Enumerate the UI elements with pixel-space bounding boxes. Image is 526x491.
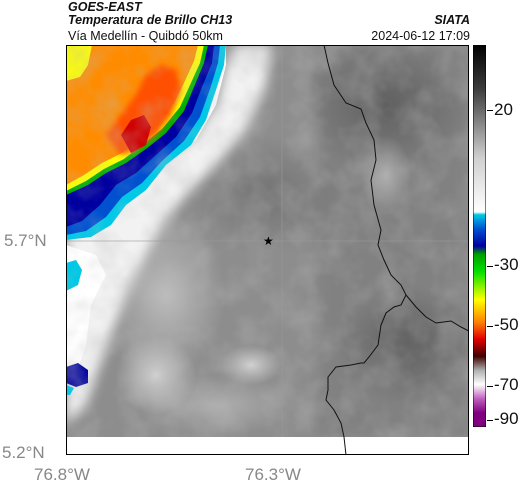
- colorbar-tick: [487, 326, 493, 327]
- department-border-east: [405, 294, 469, 332]
- satellite-map[interactable]: ★: [66, 45, 469, 455]
- lon-label-76-3: 76.3°W: [245, 465, 301, 484]
- region-subtitle: Vía Medellín - Quibdó 50km: [68, 29, 223, 43]
- lat-label-5-2: 5.2°N: [2, 443, 45, 462]
- department-border: [323, 45, 407, 455]
- map-border: [66, 45, 469, 455]
- colorbar-tick: [487, 386, 493, 387]
- satellite-title: GOES-EAST: [68, 0, 142, 14]
- lat-label-5-7: 5.7°N: [4, 231, 47, 250]
- product-title: Temperatura de Brillo CH13: [68, 13, 233, 27]
- colorbar-label-minus-70: -70: [494, 375, 519, 394]
- colorbar-label-minus-90: -90: [494, 409, 519, 428]
- colorbar-label-20: 20: [494, 100, 513, 119]
- colorbar-label-minus-30: -30: [494, 255, 519, 274]
- colorbar-tick: [487, 266, 493, 267]
- location-star-icon[interactable]: ★: [263, 234, 274, 248]
- map-canvas: ★: [66, 45, 469, 455]
- organization-label: SIATA: [434, 13, 470, 27]
- colorbar-tick: [487, 110, 493, 111]
- colorbar-label-minus-50: -50: [494, 315, 519, 334]
- colorbar-bar: [472, 44, 487, 428]
- lon-label-76-8: 76.8°W: [34, 465, 90, 484]
- timestamp-label: 2024-06-12 17:09: [371, 29, 470, 43]
- colorbar-canvas: [472, 44, 487, 428]
- colorbar-tick: [487, 420, 493, 421]
- colorbar: [472, 44, 487, 428]
